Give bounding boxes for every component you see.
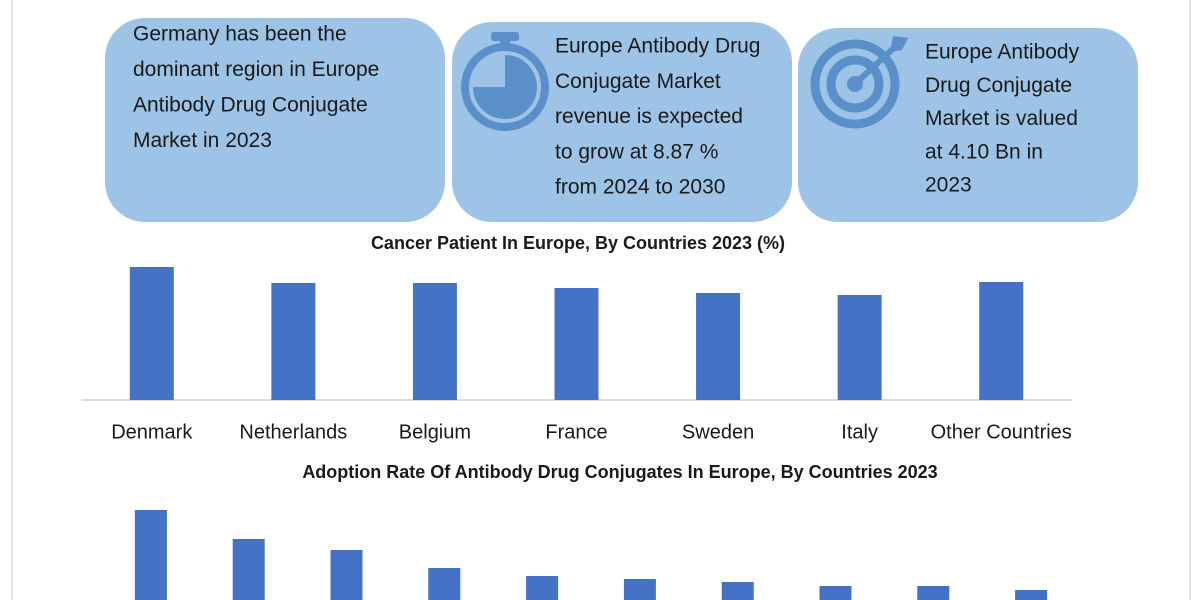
bar [721,582,754,600]
x-tick-label: Sweden [682,421,754,443]
x-tick-label: Other Countries [931,421,1072,443]
x-tick-label: Italy [841,421,878,443]
x-tick-label: Denmark [111,421,193,443]
bar [129,267,174,400]
bar [134,510,167,600]
box-text: from 2024 to 2030 [555,176,725,199]
x-tick-label: France [545,421,607,443]
bar [330,550,363,600]
info-box [798,28,1138,222]
box-text: Drug Conjugate [925,74,1072,97]
box-text: 2023 [925,174,972,197]
chart-title: Cancer Patient In Europe, By Countries 2… [371,233,785,253]
box-text: at 4.10 Bn in [925,140,1043,163]
box-text: Europe Antibody Drug [555,35,760,58]
info-box [452,22,792,222]
bar [917,586,950,600]
box-text: dominant region in Europe [133,58,379,81]
box-text: Antibody Drug Conjugate [133,94,368,117]
frame [11,0,1191,600]
chart-title: Adoption Rate Of Antibody Drug Conjugate… [302,462,937,482]
x-tick-label: Belgium [399,421,471,443]
bar [979,282,1024,400]
x-tick-label: Netherlands [239,421,347,443]
stopwatch-icon [461,32,549,131]
box-text: to grow at 8.87 % [555,140,718,163]
box-text: revenue is expected [555,105,743,128]
bar [271,283,316,400]
info-box [105,18,445,222]
bar [1015,590,1048,600]
bar [554,288,599,400]
box-text: Market is valued [925,107,1078,130]
bar [696,293,741,400]
box-text: Conjugate Market [555,70,721,93]
bar [623,579,656,600]
bar [412,283,457,400]
bar [837,295,882,400]
box-text: Germany has been the [133,23,347,46]
bar [819,586,852,600]
bar [428,568,461,600]
bar [232,539,265,600]
box-text: Europe Antibody [925,41,1080,64]
box-text: Market in 2023 [133,129,272,152]
bar [526,576,559,600]
target-icon [810,36,908,129]
